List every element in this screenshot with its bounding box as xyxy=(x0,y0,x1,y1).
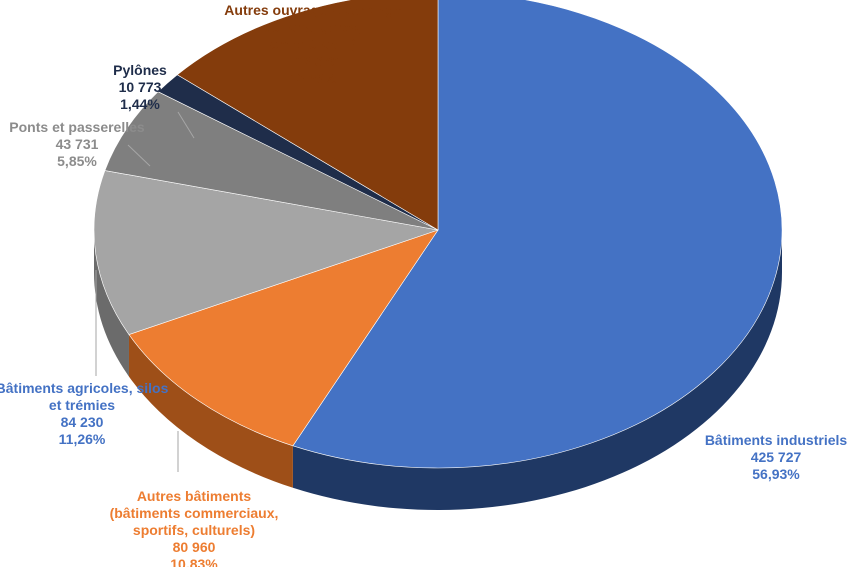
data-label-line: Bâtiments industriels xyxy=(705,432,848,448)
data-label-line: Pylônes xyxy=(113,62,167,78)
data-label-line: Bâtiments agricoles, silos xyxy=(0,380,169,396)
data-label-line: Ponts et passerelles xyxy=(9,119,145,135)
data-label-line: 56,93% xyxy=(752,466,800,482)
data-label-line: 80 960 xyxy=(173,539,216,555)
pie-slice-5 xyxy=(176,0,439,231)
data-label-line: 5,85% xyxy=(57,153,97,169)
pie-sides xyxy=(94,230,782,510)
pie-side-0 xyxy=(292,230,782,510)
data-label-line: 102 378 xyxy=(288,53,339,69)
pie-side-1 xyxy=(128,334,293,488)
pie-slices xyxy=(93,0,783,469)
data-label-line: et trémies xyxy=(49,397,115,413)
data-label-line: sportifs, culturels) xyxy=(133,522,255,538)
data-label-line: ombrières…) xyxy=(270,36,356,52)
pie-slice-3 xyxy=(104,91,439,231)
data-label-line: 1,44% xyxy=(120,96,160,112)
data-label-2: Bâtiments agricoles, silos et trémies 84 2… xyxy=(0,380,169,447)
data-label-line: 10,83% xyxy=(170,556,218,567)
data-label-line: Autres bâtiments xyxy=(137,488,252,504)
data-label-line: 13,69% xyxy=(289,70,337,86)
data-labels: Bâtiments industriels 425 727 56,93% Autres… xyxy=(0,2,847,567)
data-label-1: Autres bâtiments (bâtiments commerciaux, s… xyxy=(110,488,279,567)
data-label-line: 84 230 xyxy=(61,414,104,430)
data-label-line: Autres ouvrages (parkings xyxy=(224,2,402,18)
data-label-line: 10 773 xyxy=(119,79,162,95)
leader-line-3 xyxy=(177,111,195,139)
data-label-line: aériens, gares, xyxy=(264,19,362,35)
leader-line-2 xyxy=(127,144,151,167)
leader-lines xyxy=(95,111,195,472)
data-label-3: Ponts et passerelles 43 731 5,85% xyxy=(9,119,145,169)
data-label-line: 43 731 xyxy=(56,136,99,152)
data-label-5: Autres ouvrages (parkings aériens, gares,… xyxy=(224,2,402,86)
pie-slice-0 xyxy=(292,0,783,469)
pie-slice-1 xyxy=(128,229,439,447)
data-label-line: 11,26% xyxy=(59,431,106,447)
data-label-line: 425 727 xyxy=(751,449,802,465)
pie-side-2 xyxy=(94,230,129,377)
pie-slice-2 xyxy=(93,170,439,335)
data-label-0: Bâtiments industriels 425 727 56,93% xyxy=(705,432,848,482)
data-label-line: (bâtiments commerciaux, xyxy=(110,505,279,521)
data-label-4: Pylônes 10 773 1,44% xyxy=(113,62,167,112)
